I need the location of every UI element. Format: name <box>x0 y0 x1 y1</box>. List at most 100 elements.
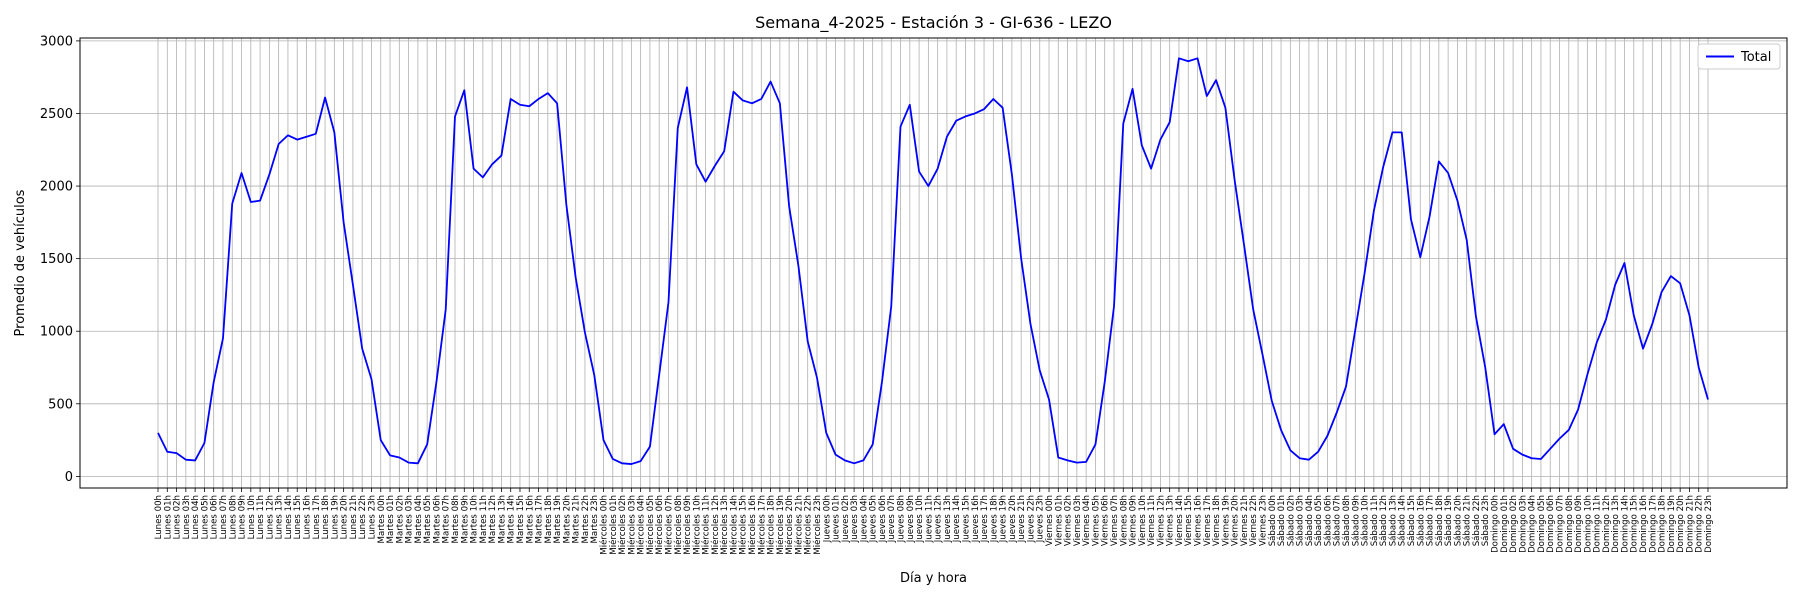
x-tick-label: Martes 08h <box>451 495 461 543</box>
x-tick-label: Sábado 21h <box>1463 495 1473 546</box>
legend: Total <box>1697 43 1781 70</box>
x-tick-label: Sábado 12h <box>1379 495 1389 546</box>
x-tick-label: Sábado 16h <box>1416 495 1426 546</box>
x-tick-label: Jueves 21h <box>1017 495 1027 543</box>
x-tick-label: Viernes 01h <box>1054 495 1064 546</box>
x-tick-label: Viernes 07h <box>1110 495 1120 546</box>
x-tick-label: Miércoles 20h <box>784 495 795 555</box>
x-tick-label: Miércoles 06h <box>654 495 665 555</box>
x-tick-label: Martes 11h <box>479 495 489 543</box>
x-tick-label: Martes 00h <box>377 495 387 543</box>
x-tick-label: Sábado 09h <box>1351 495 1361 546</box>
x-tick-label: Lunes 01h <box>163 495 173 539</box>
x-tick-label: Jueves 15h <box>961 495 971 543</box>
x-tick-label: Jueves 18h <box>989 495 999 543</box>
x-tick-label: Martes 17h <box>535 495 545 543</box>
x-tick-label: Lunes 12h <box>265 495 275 539</box>
x-tick-label: Jueves 01h <box>832 495 842 543</box>
x-tick-label: Lunes 22h <box>358 495 368 539</box>
x-tick-label: Lunes 21h <box>349 495 359 539</box>
x-tick-label: Jueves 16h <box>971 495 981 543</box>
x-tick-label: Jueves 23h <box>1036 495 1046 543</box>
x-tick-label: Lunes 20h <box>340 495 350 539</box>
x-tick-label: Miércoles 12h <box>710 495 721 555</box>
x-tick-label: Viernes 04h <box>1082 495 1092 546</box>
x-tick-label: Miércoles 16h <box>747 495 758 555</box>
x-tick-label: Martes 02h <box>395 495 405 543</box>
x-tick-label: Martes 06h <box>432 495 442 543</box>
x-tick-label: Jueves 08h <box>897 495 907 543</box>
x-tick-label: Martes 16h <box>525 495 535 543</box>
x-tick-label: Miércoles 15h <box>738 495 749 555</box>
x-tick-label: Domingo 11h <box>1593 495 1603 553</box>
x-tick-label: Lunes 08h <box>228 495 238 539</box>
x-tick-label: Viernes 18h <box>1212 495 1222 546</box>
grid-lines <box>80 38 1787 488</box>
x-tick-label: Jueves 11h <box>924 495 934 543</box>
x-tick-label: Domingo 07h <box>1555 495 1565 553</box>
x-tick-label: Jueves 06h <box>878 495 888 543</box>
x-tick-label: Martes 21h <box>572 495 582 543</box>
x-tick-label: Lunes 15h <box>293 495 303 539</box>
x-tick-label: Lunes 04h <box>191 495 201 539</box>
x-tick-label: Jueves 10h <box>915 495 925 543</box>
x-tick-label: Domingo 06h <box>1546 495 1556 553</box>
x-tick-label: Lunes 03h <box>182 495 192 539</box>
x-tick-label: Sábado 04h <box>1305 495 1315 546</box>
y-tick-label: 2000 <box>40 180 73 195</box>
x-tick-label: Viernes 03h <box>1073 495 1083 546</box>
x-tick-label: Domingo 22h <box>1695 495 1705 553</box>
x-tick-label: Lunes 19h <box>330 495 340 539</box>
x-tick-label: Sábado 07h <box>1333 495 1343 546</box>
x-tick-label: Sábado 23h <box>1481 495 1491 546</box>
x-tick-label: Viernes 20h <box>1231 495 1241 546</box>
x-tick-label: Sábado 05h <box>1314 495 1324 546</box>
x-tick-label: Jueves 12h <box>934 495 944 543</box>
x-tick-label: Domingo 21h <box>1685 495 1695 553</box>
x-tick-label: Miércoles 08h <box>673 495 684 555</box>
x-tick-label: Lunes 14h <box>284 495 294 539</box>
x-tick-label: Domingo 16h <box>1639 495 1649 553</box>
y-tick-label: 1500 <box>40 252 73 267</box>
x-tick-label: Sábado 20h <box>1453 495 1463 546</box>
x-tick-label: Martes 10h <box>470 495 480 543</box>
x-tick-label: Jueves 17h <box>980 495 990 543</box>
x-tick-label: Martes 14h <box>507 495 517 543</box>
x-tick-label: Miércoles 03h <box>626 495 637 555</box>
x-tick-label: Lunes 11h <box>256 495 266 539</box>
x-tick-label: Lunes 17h <box>312 495 322 539</box>
x-tick-label: Lunes 18h <box>321 495 331 539</box>
x-tick-label: Martes 01h <box>386 495 396 543</box>
x-tick-label: Sábado 11h <box>1370 495 1380 546</box>
x-tick-label: Jueves 14h <box>952 495 962 543</box>
x-tick-label: Miércoles 18h <box>766 495 777 555</box>
y-axis-label: Promedio de vehículos <box>13 189 28 336</box>
x-tick-label: Viernes 16h <box>1194 495 1204 546</box>
x-tick-label: Miércoles 04h <box>636 495 647 555</box>
x-tick-label: Sábado 14h <box>1398 495 1408 546</box>
x-tick-label: Miércoles 02h <box>617 495 628 555</box>
x-tick-label: Viernes 21h <box>1240 495 1250 546</box>
x-tick-label: Viernes 06h <box>1101 495 1111 546</box>
x-tick-label: Miércoles 09h <box>682 495 693 555</box>
x-tick-label: Viernes 08h <box>1119 495 1129 546</box>
x-tick-label: Martes 03h <box>405 495 415 543</box>
x-tick-label: Martes 18h <box>544 495 554 543</box>
x-tick-label: Lunes 06h <box>210 495 220 539</box>
x-tick-label: Sábado 17h <box>1426 495 1436 546</box>
x-tick-label: Miércoles 14h <box>728 495 739 555</box>
x-axis: Lunes 00h Lunes 01h Lunes 02h Lunes 03h Lune… <box>154 488 1714 555</box>
x-tick-label: Lunes 13h <box>275 495 285 539</box>
x-tick-label: Domingo 15h <box>1630 495 1640 553</box>
x-tick-label: Lunes 02h <box>173 495 183 539</box>
x-tick-label: Lunes 23h <box>367 495 377 539</box>
x-tick-label: Martes 13h <box>497 495 507 543</box>
x-tick-label: Miércoles 11h <box>701 495 712 555</box>
y-tick-label: 500 <box>48 397 73 412</box>
x-tick-label: Miércoles 00h <box>599 495 610 555</box>
x-tick-label: Sábado 13h <box>1388 495 1398 546</box>
x-tick-label: Viernes 11h <box>1147 495 1157 546</box>
x-tick-label: Viernes 10h <box>1138 495 1148 546</box>
